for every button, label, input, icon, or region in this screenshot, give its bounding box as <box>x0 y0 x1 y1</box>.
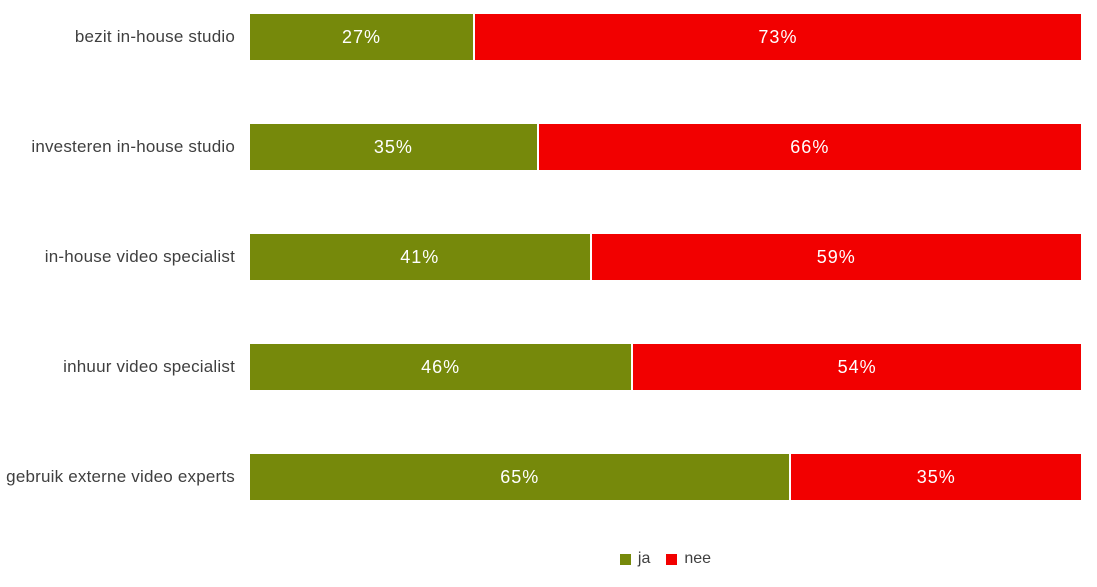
bar-segment-nee: 73% <box>473 13 1082 61</box>
chart-row: inhuur video specialist 46% 54% <box>0 343 1097 391</box>
legend-label: ja <box>637 550 651 567</box>
bar-segment-ja: 46% <box>249 343 633 391</box>
bar-track: 65% 35% <box>249 453 1082 501</box>
category-label: bezit in-house studio <box>74 27 235 46</box>
chart-row: in-house video specialist 41% 59% <box>0 233 1097 281</box>
chart-row: gebruik externe video experts 65% 35% <box>0 453 1097 501</box>
bar-value-label: 59% <box>816 246 856 267</box>
legend-item-nee: nee <box>666 550 711 568</box>
legend-item-ja: ja <box>619 550 651 568</box>
bar-value-label: 27% <box>341 26 381 47</box>
bar-value-label: 73% <box>758 26 798 47</box>
bar-segment-nee: 66% <box>537 123 1082 171</box>
chart-row: investeren in-house studio 35% 66% <box>0 123 1097 171</box>
bar-track: 46% 54% <box>249 343 1082 391</box>
bar-value-label: 46% <box>421 356 461 377</box>
category-label: in-house video specialist <box>44 247 235 266</box>
bar-track: 27% 73% <box>249 13 1082 61</box>
bar-value-label: 41% <box>400 246 440 267</box>
bar-track: 35% 66% <box>249 123 1082 171</box>
category-label: inhuur video specialist <box>63 357 235 376</box>
bar-segment-ja: 27% <box>249 13 474 61</box>
legend-swatch-icon <box>666 553 678 565</box>
chart-row: bezit in-house studio 27% 73% <box>0 13 1097 61</box>
legend-swatch-icon <box>619 553 631 565</box>
bar-segment-ja: 65% <box>249 453 791 501</box>
bar-segment-ja: 35% <box>249 123 538 171</box>
bar-segment-ja: 41% <box>249 233 591 281</box>
chart-legend: ja nee <box>249 550 1082 568</box>
bar-track: 41% 59% <box>249 233 1082 281</box>
bar-value-label: 66% <box>790 136 830 157</box>
bar-segment-nee: 59% <box>590 233 1082 281</box>
category-label: investeren in-house studio <box>31 137 235 156</box>
bar-segment-nee: 35% <box>790 453 1082 501</box>
bar-value-label: 35% <box>373 136 413 157</box>
bar-value-label: 65% <box>500 466 540 487</box>
bar-segment-nee: 54% <box>632 343 1082 391</box>
category-label: gebruik externe video experts <box>6 467 235 486</box>
legend-label: nee <box>684 550 712 567</box>
chart-rows: bezit in-house studio 27% 73% investeren in… <box>0 13 1097 501</box>
bar-value-label: 54% <box>837 356 877 377</box>
bar-value-label: 35% <box>916 466 956 487</box>
